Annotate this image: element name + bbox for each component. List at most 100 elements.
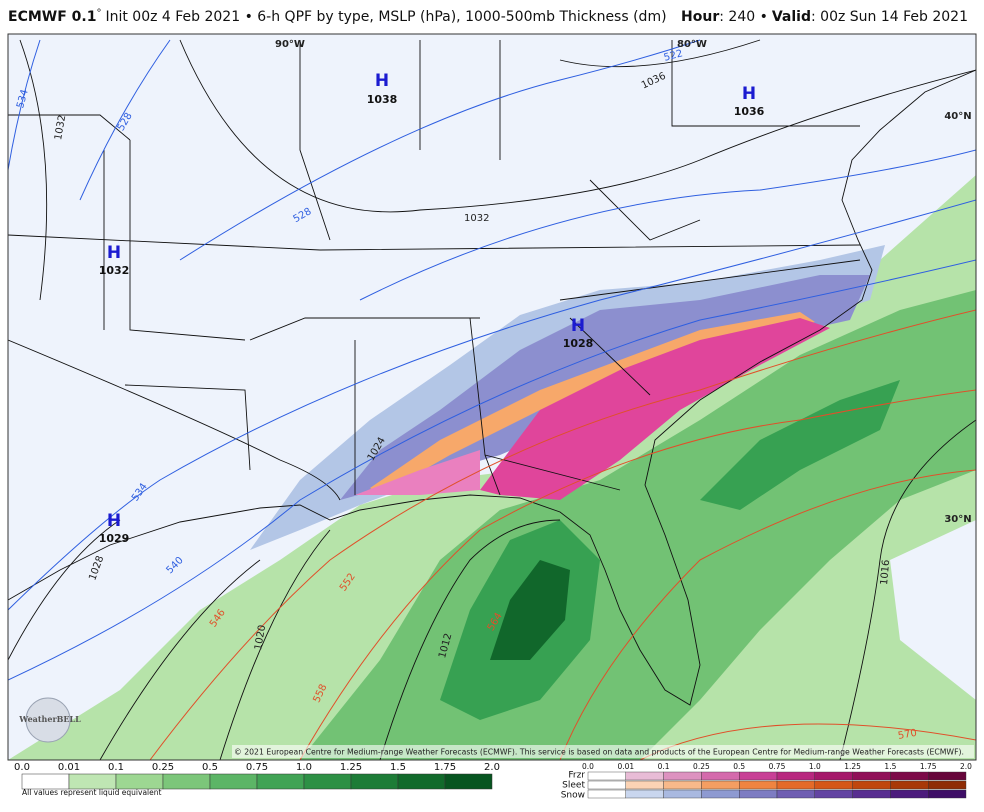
colorbar-swatch: [397, 773, 446, 790]
colorbar-swatch: [739, 789, 778, 799]
colorbar-tick-label: 1.0: [809, 762, 821, 771]
model: ECMWF 0.1: [8, 9, 96, 25]
colorbar-tick-label: 1.0: [296, 762, 312, 773]
freezing-rain: [480, 318, 830, 500]
copyright: © 2021 European Centre for Medium-range …: [234, 748, 964, 757]
colorbar-swatch: [663, 780, 702, 790]
isobar: [8, 39, 976, 760]
colorbar-swatch: [814, 789, 853, 799]
colorbar-tick-label: 2.0: [484, 762, 500, 773]
colorbar-tick-label: 0.1: [658, 762, 670, 771]
colorbar-swatch: [303, 773, 352, 790]
colorbar-tick-label: 2.0: [960, 762, 972, 771]
header-valid: Hour: 240 • Valid: 00z Sun 14 Feb 2021: [681, 9, 968, 25]
mixed-row-label: Frzr: [568, 771, 585, 781]
colorbar-swatch: [852, 771, 891, 781]
high-pressure: 1028: [563, 337, 594, 350]
high-pressure: 1036: [734, 105, 765, 118]
colorbar-tick-label: 0.75: [769, 762, 786, 771]
colorbar-swatch: [256, 773, 305, 790]
colorbar-swatch: [701, 780, 740, 790]
colorbar-tick-label: 0.1: [108, 762, 124, 773]
valid-label: Valid: [772, 9, 811, 25]
colorbar-swatch: [852, 780, 891, 790]
colorbar-swatch: [68, 773, 117, 790]
colorbar-swatch: [701, 771, 740, 781]
colorbar-swatch: [928, 789, 967, 799]
colorbar-tick-label: 1.25: [844, 762, 861, 771]
high-symbol: H: [742, 84, 756, 104]
graticule-label: 30°N: [944, 514, 971, 525]
thickness-warm: [149, 309, 976, 760]
isobar-label: 1016: [879, 559, 892, 585]
thickness-cold: [8, 39, 976, 681]
colorbar-swatch: [115, 773, 164, 790]
colorbar-swatch: [587, 789, 626, 799]
map: 90°W 80°W 40°N 30°N H 1038 H 1036 H 1032…: [7, 33, 977, 761]
high-symbol: H: [107, 511, 121, 531]
graticule-label: 40°N: [944, 111, 971, 122]
rain-very-heavy: [490, 560, 570, 660]
colorbar-swatch: [701, 789, 740, 799]
colorbar-swatch: [444, 773, 493, 790]
colorbar-tick-label: 0.25: [152, 762, 174, 773]
hour-label: Hour: [681, 9, 719, 25]
header-title: ECMWF 0.1° Init 00z 4 Feb 2021 • 6-h QPF …: [8, 8, 667, 25]
colorbar-swatch: [928, 780, 967, 790]
degree: °: [96, 8, 101, 19]
colorbar-swatch: [739, 771, 778, 781]
colorbar-swatch: [625, 771, 664, 781]
high-symbol: H: [375, 71, 389, 91]
colorbar-swatch: [776, 780, 815, 790]
colorbar-swatch: [21, 773, 70, 790]
freezing-rain-light: [355, 450, 480, 495]
colorbar-swatch: [890, 771, 929, 781]
copyright-bg: [232, 745, 974, 758]
colorbar-swatch: [625, 789, 664, 799]
colorbar-swatch: [814, 780, 853, 790]
colorbar-tick-label: 1.25: [340, 762, 362, 773]
colorbar-tick-label: 1.75: [920, 762, 937, 771]
colorbar-swatch: [162, 773, 211, 790]
colorbar-swatch: [350, 773, 399, 790]
colorbar-swatch: [776, 771, 815, 781]
coastline: [8, 69, 976, 706]
isobar-label: 1032: [53, 114, 68, 141]
colorbar-tick-label: 0.5: [733, 762, 745, 771]
colorbar-tick-label: 0.5: [202, 762, 218, 773]
colorbar-swatch: [663, 789, 702, 799]
isobar-label: 1020: [253, 624, 268, 651]
colorbar-swatch: [928, 771, 967, 781]
high-symbol: H: [107, 243, 121, 263]
high-symbol: H: [571, 316, 585, 336]
rain-note: All values represent liquid equivalent: [22, 788, 161, 797]
map-frame: [7, 33, 977, 761]
mixed-colorbar: 0.0 0.01 0.1 0.25 0.5 0.75 1.0 1.25 1.5 1.75 2.0: [582, 762, 972, 799]
colorbar-tick-label: 0.25: [693, 762, 710, 771]
colorbar-swatch: [625, 780, 664, 790]
colorbar-swatch: [587, 780, 626, 790]
colorbar-swatch: [739, 780, 778, 790]
thickness-label: 522: [663, 48, 684, 64]
high-pressure: 1038: [367, 93, 398, 106]
colorbar-tick-label: 0.01: [58, 762, 80, 773]
colorbar-swatch: [776, 789, 815, 799]
hour-value: : 240 •: [719, 9, 768, 25]
colorbar-tick-label: 0.01: [617, 762, 634, 771]
colorbar-swatch: [209, 773, 258, 790]
logo-text: WeatherBELL: [18, 714, 81, 724]
colorbar-swatch: [587, 771, 626, 781]
colorbar-swatch: [814, 771, 853, 781]
mixed-row-label: Snow: [561, 791, 585, 801]
colorbar-tick-label: 1.5: [884, 762, 896, 771]
rain-colorbar: 0.0 0.01 0.1 0.25 0.5 0.75 1.0 1.25 1.5 1.75 2.0: [14, 762, 500, 790]
logo: WeatherBELL: [18, 697, 81, 743]
valid-value: : 00z Sun 14 Feb 2021: [811, 9, 968, 25]
colorbar-tick-label: 0.0: [582, 762, 594, 771]
isobar-label: 1032: [464, 213, 489, 224]
state-borders: [8, 40, 861, 496]
high-pressure: 1032: [99, 264, 130, 277]
colorbar-swatch: [890, 780, 929, 790]
rain-heavy: [440, 380, 900, 720]
